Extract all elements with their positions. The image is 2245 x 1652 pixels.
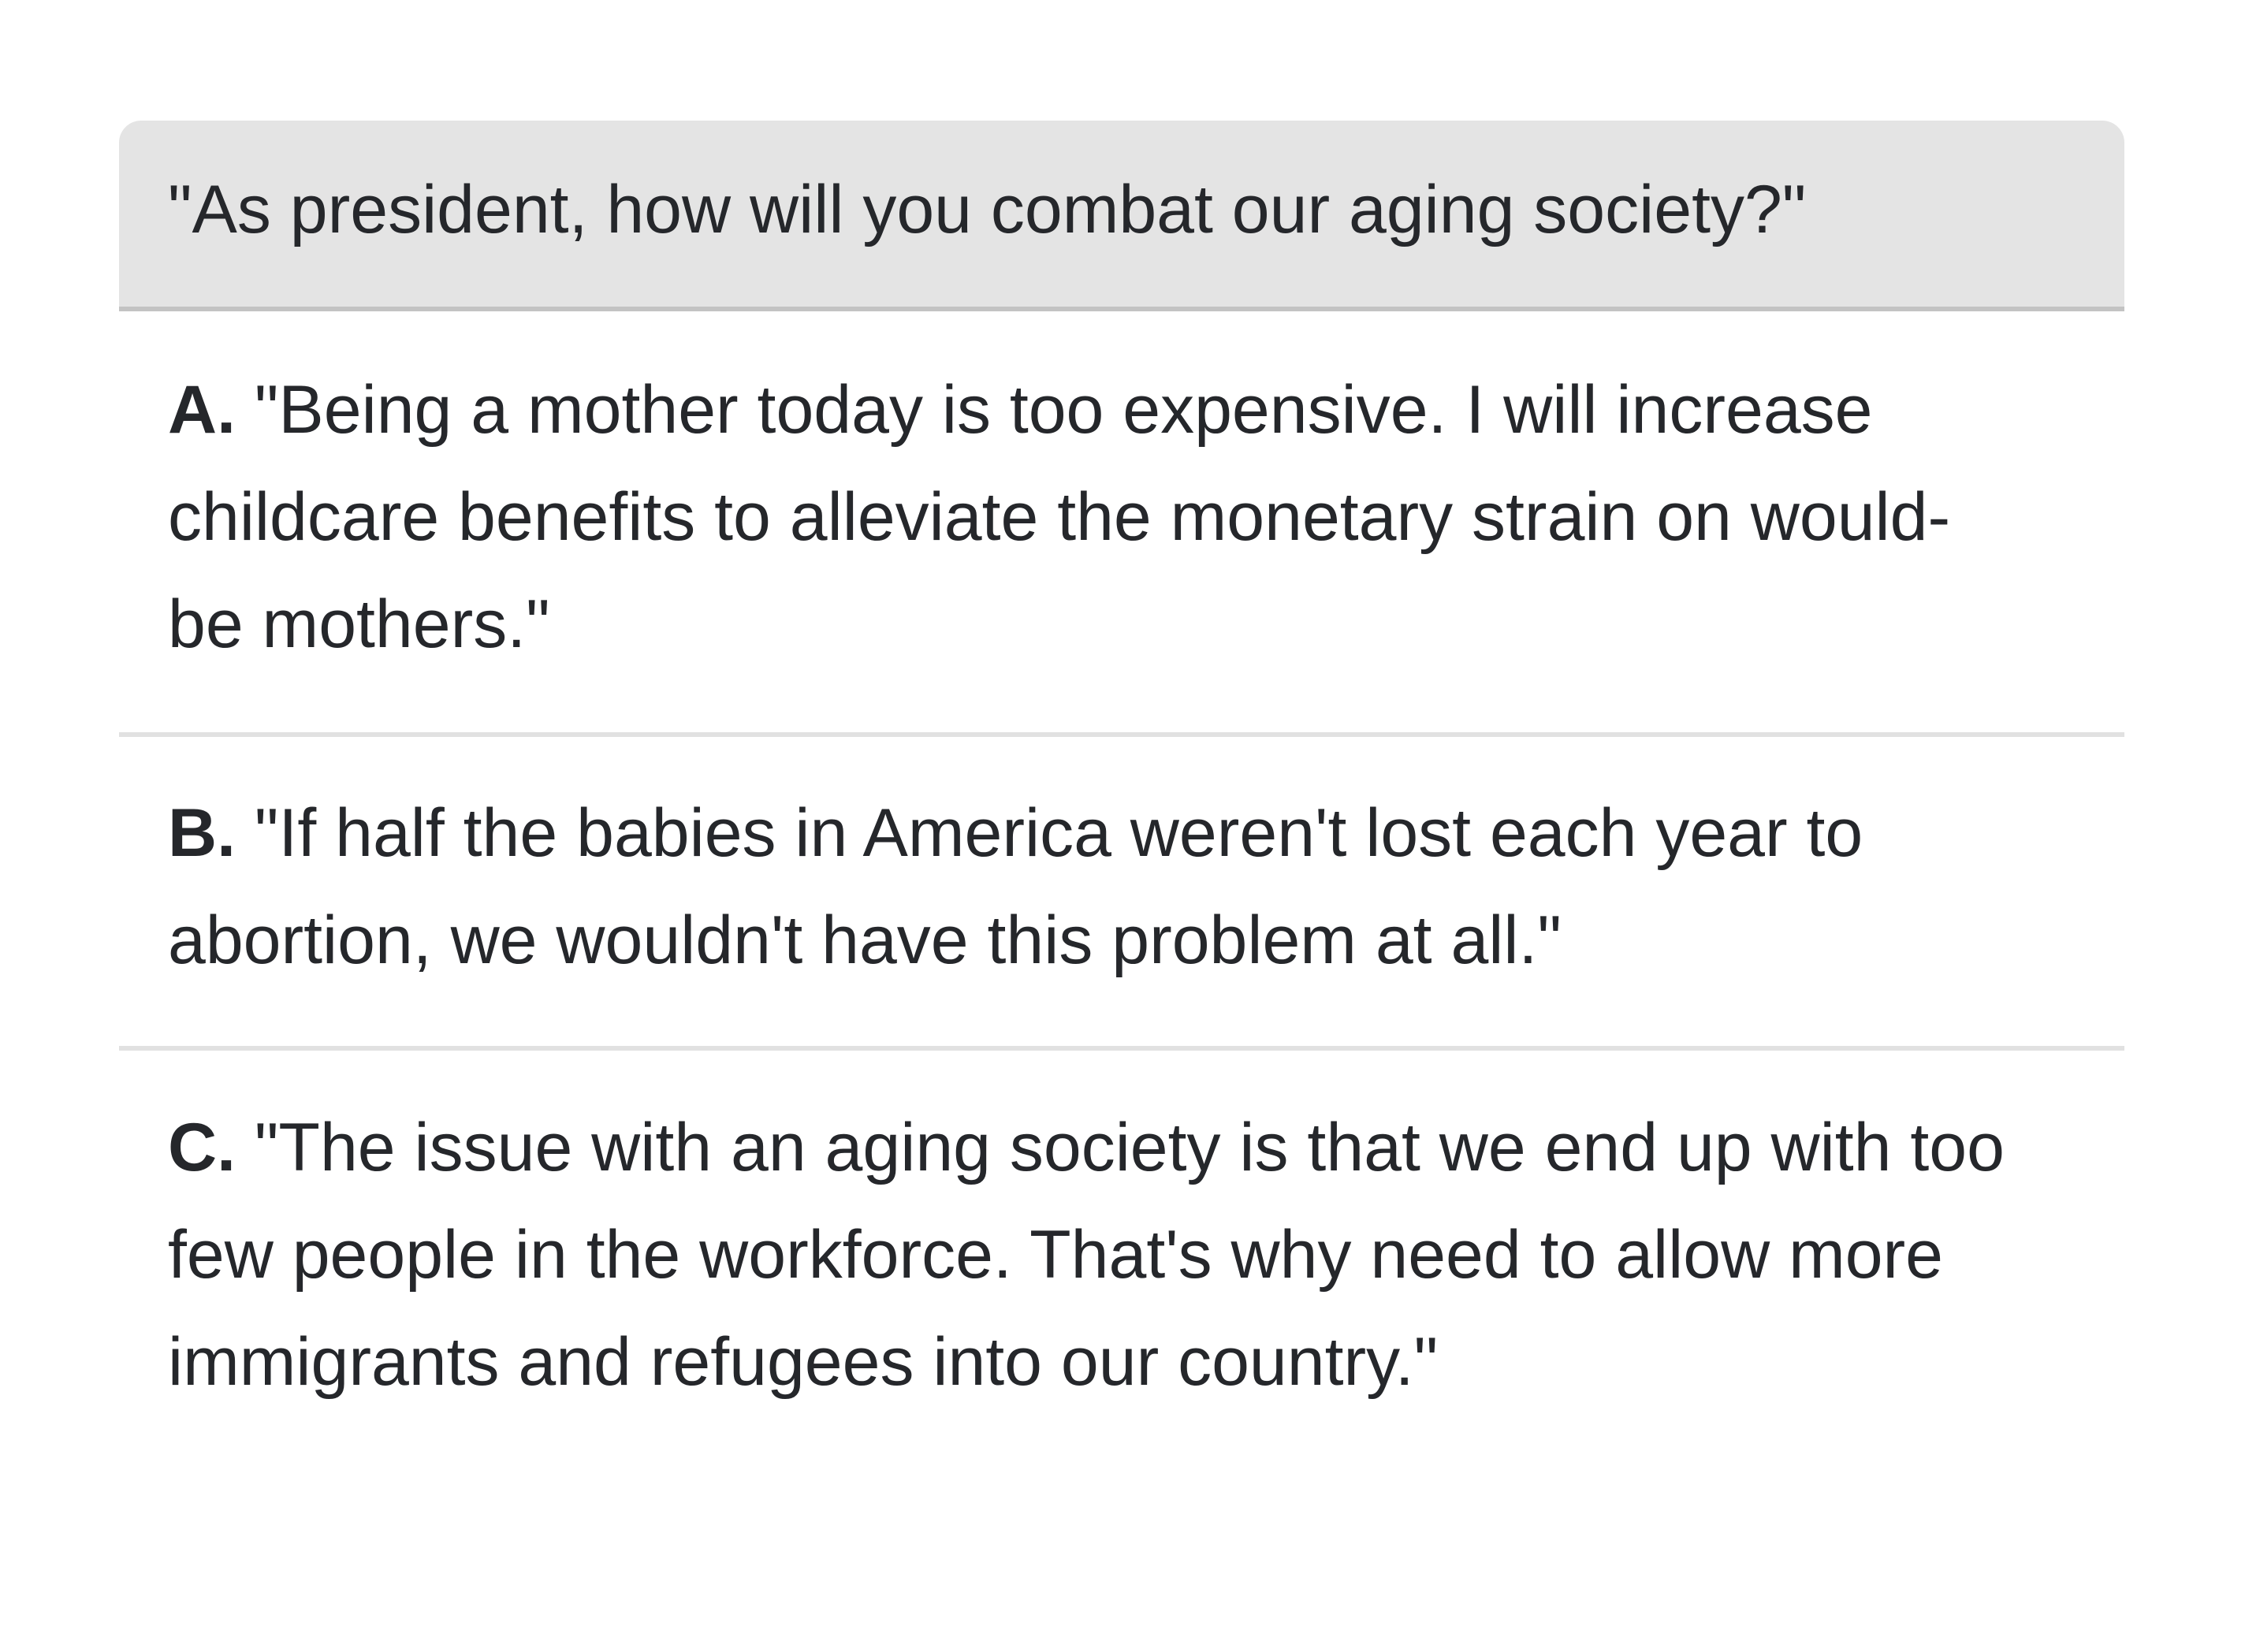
divider [119, 732, 2124, 737]
option-b[interactable]: B. "If half the babies in America weren'… [119, 737, 2124, 1046]
option-c[interactable]: C. "The issue with an aging society is t… [119, 1051, 2124, 1468]
divider [119, 1046, 2124, 1051]
option-c-text: "The issue with an aging society is that… [168, 1110, 2005, 1400]
option-b-text: "If half the babies in America weren't l… [168, 795, 1863, 978]
option-a-letter: A. [168, 372, 236, 448]
question-header: "As president, how will you combat our a… [119, 121, 2124, 311]
option-a[interactable]: A. "Being a mother today is too expensiv… [119, 311, 2124, 732]
question-text: "As president, how will you combat our a… [168, 172, 1807, 248]
option-c-letter: C. [168, 1110, 236, 1185]
quiz-card: "As president, how will you combat our a… [119, 121, 2124, 1468]
option-a-text: "Being a mother today is too expensive. … [168, 372, 1951, 662]
option-b-letter: B. [168, 795, 236, 871]
